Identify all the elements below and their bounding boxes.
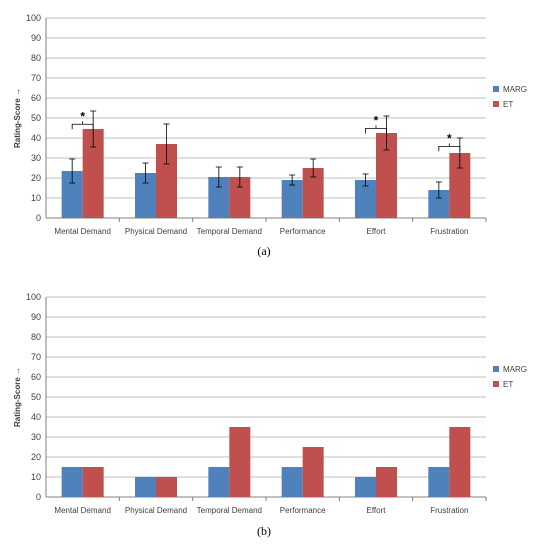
bracket-line: [438, 146, 461, 152]
y-tick-label: 10: [31, 472, 41, 482]
y-tick-label: 20: [31, 452, 41, 462]
bar-et: [229, 177, 251, 218]
bar-et: [302, 447, 324, 497]
bar-marg: [208, 177, 230, 218]
y-tick-label: 90: [31, 312, 41, 322]
legend-label: ET: [503, 100, 513, 109]
y-tick-label: 30: [31, 153, 41, 163]
y-tick-label: 30: [31, 432, 41, 442]
significance-label: *: [80, 109, 85, 123]
y-tick-label: 40: [31, 412, 41, 422]
x-tick-label: Frustration: [430, 506, 468, 515]
bar-marg: [208, 467, 230, 497]
y-tick-label: 10: [31, 193, 41, 203]
figure-caption: (b): [257, 524, 271, 538]
y-tick-label: 70: [31, 73, 41, 83]
y-tick-label: 40: [31, 133, 41, 143]
y-tick-label: 50: [31, 392, 41, 402]
y-tick-label: 80: [31, 53, 41, 63]
y-tick-label: 0: [36, 213, 41, 223]
significance-label: *: [374, 113, 379, 127]
x-tick-label: Effort: [367, 227, 387, 236]
bar-marg: [355, 180, 376, 218]
y-tick-label: 50: [31, 113, 41, 123]
chart-b: 0 10 20 30 40 50 60 70 80 90 100 Rating-Score → Ment…: [13, 292, 527, 538]
bar-et: [82, 467, 104, 497]
y-tick-label: 100: [26, 13, 41, 23]
error-bar: [142, 162, 149, 184]
figure-caption: (a): [257, 244, 270, 258]
legend-label: ET: [503, 380, 513, 389]
legend-swatch-et: [493, 101, 499, 107]
bracket-line: [71, 123, 94, 130]
bar-marg: [428, 467, 450, 497]
bar-marg: [428, 190, 450, 218]
x-tick-label: Frustration: [430, 227, 468, 236]
x-tick-label: Physical Demand: [125, 506, 187, 515]
x-tick-label: Mental Demand: [54, 227, 110, 236]
error-bar: [362, 173, 369, 187]
x-tick-label: Physical Demand: [125, 227, 187, 236]
y-axis-title: Rating-Score →: [13, 88, 22, 148]
y-tick-label: 70: [31, 352, 41, 362]
bar-et: [449, 153, 471, 218]
error-bar: [289, 174, 296, 186]
y-tick-label: 100: [26, 292, 41, 302]
x-tick-label: Mental Demand: [54, 506, 110, 515]
error-bar: [236, 166, 243, 188]
bar-et: [229, 427, 251, 497]
bar-marg: [135, 173, 156, 218]
bar-marg: [61, 467, 83, 497]
bar-et: [449, 427, 471, 497]
bar-marg: [281, 467, 303, 497]
legend-label: MARG: [503, 85, 527, 94]
significance-bracket: *: [438, 131, 461, 152]
y-tick-label: 60: [31, 93, 41, 103]
chart-a: 0 10 20 30 40 50 60 70 80 90 100 Rating-Score → Ment…: [13, 13, 527, 258]
significance-bracket: *: [71, 109, 94, 130]
bar-et: [302, 168, 324, 218]
x-tick-label: Temporal Demand: [197, 227, 262, 236]
bar-marg: [355, 477, 376, 497]
bar-marg: [281, 180, 303, 218]
x-tick-label: Performance: [280, 506, 326, 515]
x-tick-label: Performance: [280, 227, 326, 236]
error-bar: [69, 158, 76, 184]
y-tick-label: 60: [31, 372, 41, 382]
bar-et: [82, 129, 104, 218]
legend-swatch-marg: [493, 86, 499, 92]
error-bar: [163, 123, 170, 165]
x-tick-label: Temporal Demand: [197, 506, 262, 515]
bar-marg: [135, 477, 156, 497]
significance-bracket: *: [365, 113, 387, 134]
bar-et: [376, 467, 397, 497]
error-bar: [310, 158, 317, 178]
legend-swatch-et: [493, 381, 499, 387]
error-bar: [435, 181, 442, 199]
significance-label: *: [447, 131, 452, 145]
error-bar: [215, 166, 222, 188]
bar-et: [156, 477, 177, 497]
y-tick-label: 0: [36, 492, 41, 502]
bar-et: [156, 144, 177, 218]
y-tick-label: 20: [31, 173, 41, 183]
x-tick-label: Effort: [367, 506, 387, 515]
legend-label: MARG: [503, 365, 527, 374]
bracket-line: [365, 127, 387, 134]
legend-swatch-marg: [493, 366, 499, 372]
y-tick-label: 90: [31, 33, 41, 43]
y-tick-label: 80: [31, 332, 41, 342]
y-axis-title: Rating-Score →: [13, 367, 22, 427]
error-bar: [456, 137, 463, 169]
bar-marg: [61, 171, 83, 218]
bar-et: [376, 133, 397, 218]
